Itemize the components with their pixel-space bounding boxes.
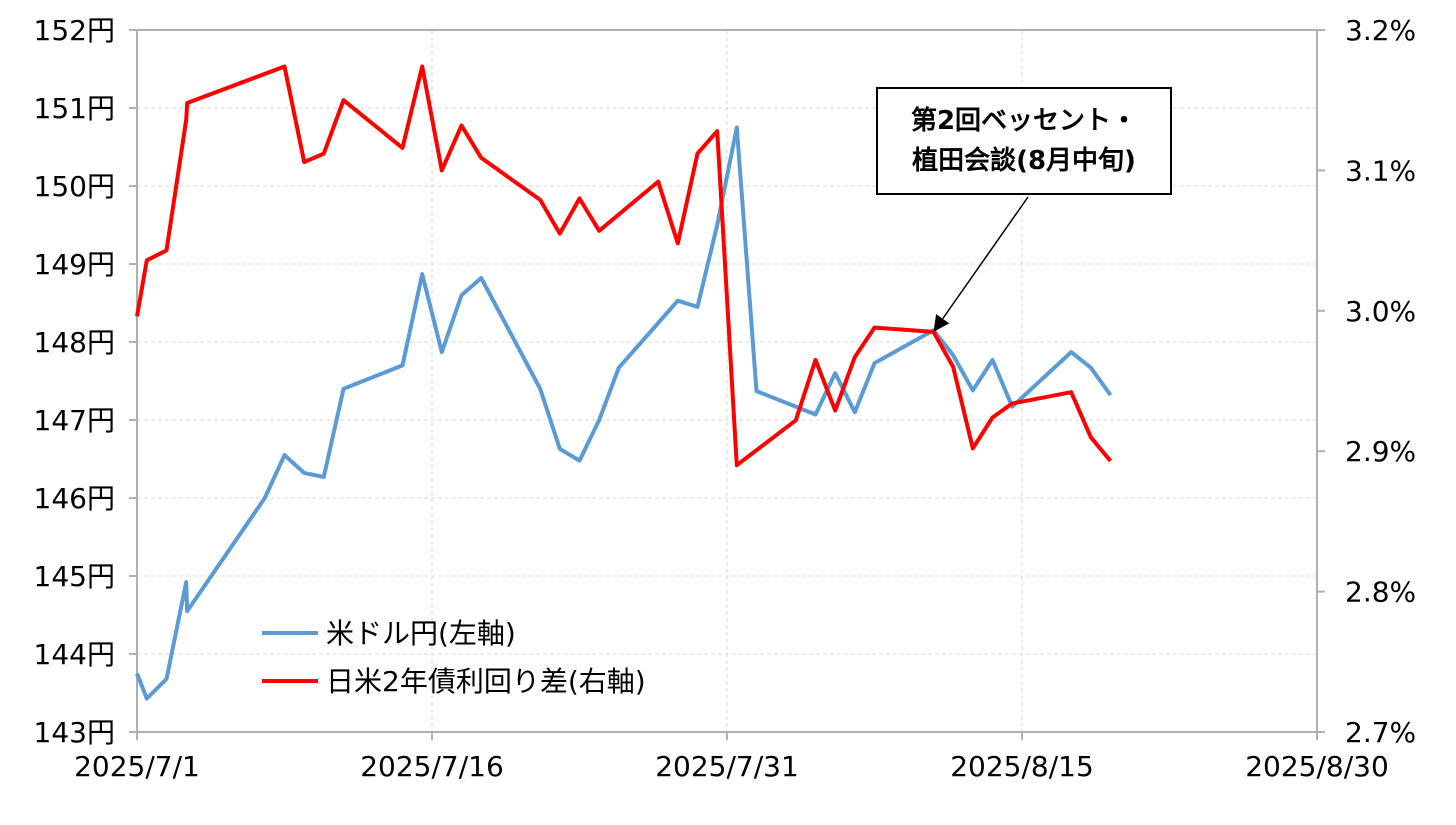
x-tick-label: 2025/7/31	[655, 750, 799, 783]
left-tick-label: 150円	[34, 170, 115, 203]
right-tick-label: 2.7%	[1345, 716, 1416, 749]
right-tick-label: 3.2%	[1345, 14, 1416, 47]
left-tick-label: 146円	[34, 482, 115, 515]
right-tick-label: 2.9%	[1345, 435, 1416, 468]
annotation-box: 第2回ベッセント・ 植田会談(8月中旬)	[876, 87, 1172, 195]
left-tick-label: 149円	[34, 248, 115, 281]
left-tick-label: 151円	[34, 92, 115, 125]
arrow-line	[942, 196, 1029, 320]
left-tick-label: 152円	[34, 14, 115, 47]
yield-spread-line	[135, 64, 1113, 468]
x-tick-label: 2025/7/1	[74, 750, 200, 783]
annotation-line-2: 植田会談(8月中旬)	[912, 146, 1136, 176]
right-tick-label: 3.0%	[1345, 295, 1416, 328]
left-tick-label: 148円	[34, 326, 115, 359]
left-tick-label: 147円	[34, 404, 115, 437]
left-tick-label: 145円	[34, 560, 115, 593]
legend: 米ドル円(左軸) 日米2年債利回り差(右軸)	[262, 617, 646, 698]
right-tick-label: 3.1%	[1345, 154, 1416, 187]
right-axis-ticks: 2.7% 2.8% 2.9% 3.0% 3.1% 3.2%	[1317, 14, 1416, 749]
right-tick-label: 2.8%	[1345, 576, 1416, 609]
legend-label: 日米2年債利回り差(右軸)	[326, 665, 646, 698]
series-lines	[135, 64, 1113, 701]
x-tick-label: 2025/8/15	[950, 750, 1094, 783]
left-tick-label: 143円	[34, 716, 115, 749]
arrow-head	[933, 314, 950, 332]
x-tick-label: 2025/7/16	[360, 750, 504, 783]
left-axis-ticks: 143円 144円 145円 146円 147円 148円 149円 150円 151円 152円	[34, 14, 137, 749]
annotation-line-1: 第2回ベッセント・	[910, 106, 1138, 136]
usdjpy-line	[135, 125, 1113, 701]
x-axis-ticks: 2025/7/1 2025/7/16 2025/7/31 2025/8/15 2025/…	[74, 732, 1389, 783]
x-tick-label: 2025/8/30	[1245, 750, 1389, 783]
annotation-arrow	[933, 196, 1029, 332]
legend-label: 米ドル円(左軸)	[326, 617, 516, 650]
left-tick-label: 144円	[34, 638, 115, 671]
